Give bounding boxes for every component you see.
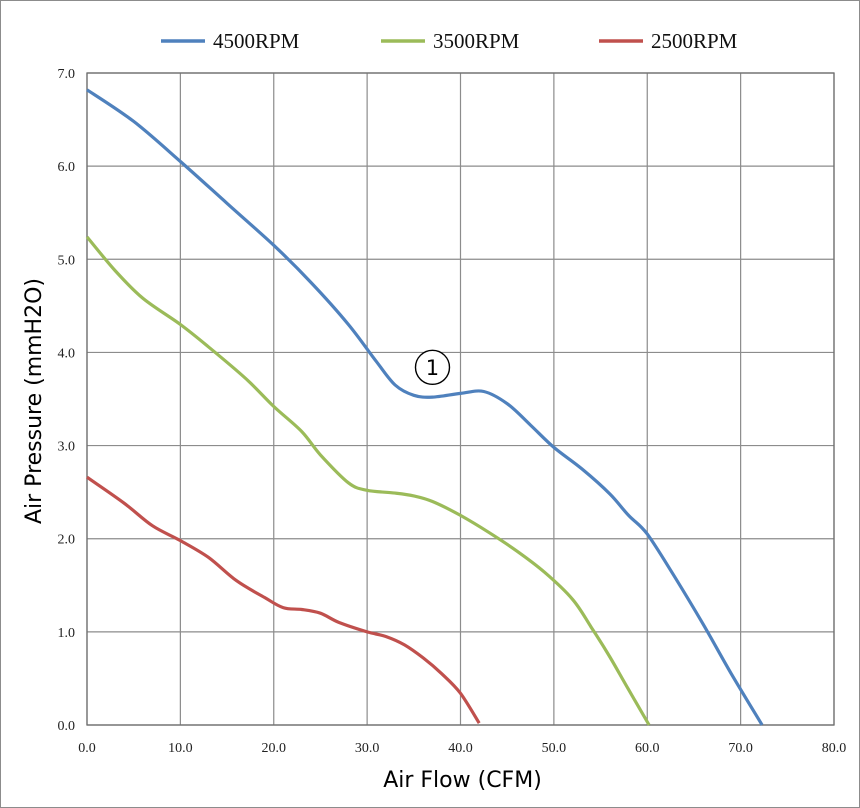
- y-tick-labels: 0.0 1.0 2.0 3.0 4.0 5.0 6.0 7.0: [58, 67, 76, 734]
- annotation-label: 1: [426, 356, 439, 380]
- legend-label-3500rpm: 3500RPM: [433, 29, 520, 53]
- x-tick-label: 40.0: [448, 741, 473, 756]
- series-line-3500rpm: [85, 235, 651, 726]
- x-tick-label: 30.0: [355, 741, 380, 756]
- x-tick-label: 50.0: [542, 741, 567, 756]
- y-tick-label: 5.0: [58, 253, 76, 268]
- series-layer: [85, 88, 764, 726]
- series-line-2500rpm: [86, 475, 481, 724]
- y-tick-label: 4.0: [58, 346, 76, 361]
- series-line-4500rpm: [86, 88, 764, 726]
- y-tick-label: 7.0: [58, 67, 76, 82]
- y-tick-label: 6.0: [58, 160, 76, 175]
- plot-area-border: [86, 72, 835, 726]
- legend: 4500RPM 3500RPM 2500RPM: [161, 29, 738, 53]
- legend-label-4500rpm: 4500RPM: [213, 29, 300, 53]
- y-tick-label: 0.0: [58, 719, 76, 734]
- x-tick-labels: 0.0 10.0 20.0 30.0 40.0 50.0 60.0 70.0 80.0: [78, 741, 846, 756]
- annotations: 1: [414, 349, 451, 386]
- grid-lines: [86, 72, 835, 726]
- annotation-circle: [414, 349, 451, 386]
- legend-label-2500rpm: 2500RPM: [651, 29, 738, 53]
- x-tick-label: 0.0: [78, 741, 96, 756]
- plot-border: [86, 72, 835, 726]
- x-axis-title: Air Flow (CFM): [383, 768, 542, 793]
- y-tick-label: 2.0: [58, 533, 76, 548]
- x-tick-label: 70.0: [728, 741, 753, 756]
- x-tick-label: 80.0: [822, 741, 847, 756]
- y-axis-title: Air Pressure (mmH2O): [22, 278, 47, 524]
- x-tick-label: 10.0: [168, 741, 193, 756]
- x-tick-label: 60.0: [635, 741, 660, 756]
- y-tick-label: 1.0: [58, 626, 76, 641]
- x-tick-label: 20.0: [262, 741, 287, 756]
- y-tick-label: 3.0: [58, 440, 76, 455]
